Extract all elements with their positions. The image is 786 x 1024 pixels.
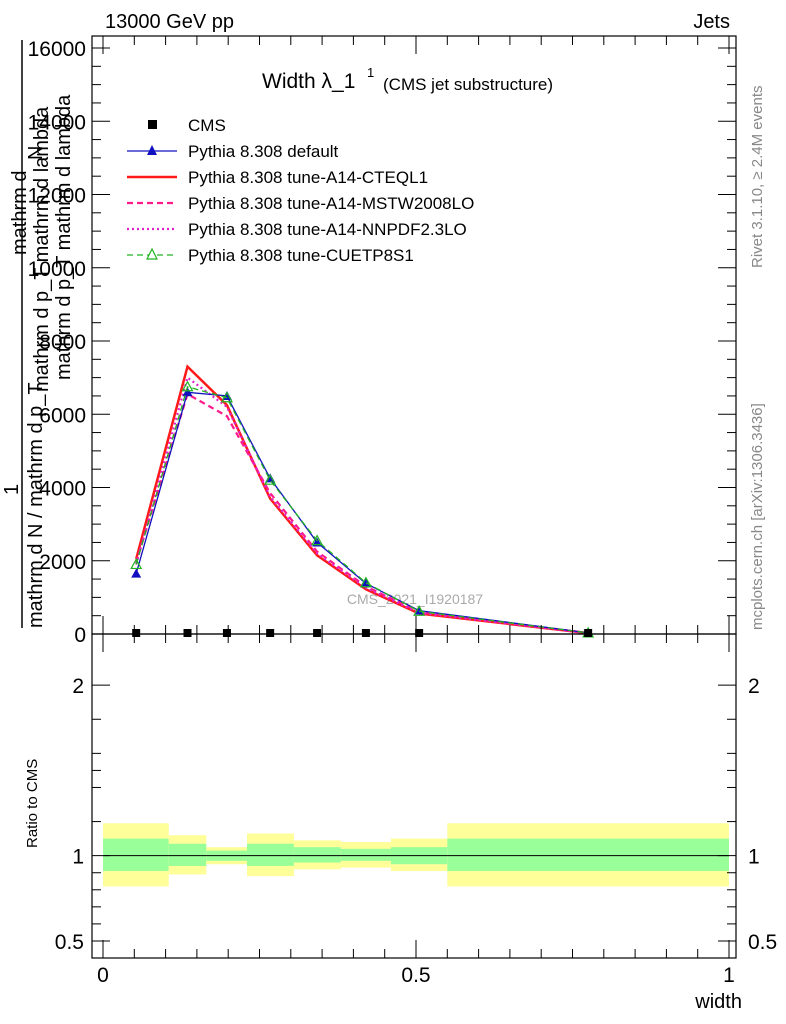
ytick-main-label-5: 10000 [28, 258, 86, 281]
chart-title: Width λ_1 [262, 70, 355, 93]
ratio-band-inner-0 [103, 838, 169, 872]
cms-point-2 [222, 629, 231, 637]
legend-label-3: Pythia 8.308 tune-A14-MSTW2008LO [188, 194, 474, 213]
cms-point-5 [361, 629, 370, 637]
x-axis-title: width [694, 991, 742, 1013]
series-line-5 [135, 386, 589, 634]
ratio-panel-frame [91, 633, 737, 959]
ytick-main-label-3: 6000 [39, 404, 86, 427]
ytick-main-label-6: 12000 [28, 185, 86, 208]
ylabel-numerator-1: mathrm d [9, 171, 31, 255]
ylabel-numerator-4: mathrm d p_T mathrm d lambda [53, 94, 75, 380]
series-5-point-5 [359, 576, 372, 588]
ylabel-fraction-one: 1 [1, 484, 23, 495]
ratio-band-inner-4 [293, 847, 341, 863]
header-collision: 13000 GeV pp [105, 11, 234, 33]
series-1-point-6 [414, 605, 425, 615]
xtick-label-1: 0.5 [401, 964, 430, 987]
series-1-point-0 [131, 568, 142, 578]
y-axis-title-ratio: Ratio to CMS [24, 759, 41, 848]
ytick-main-label-1: 2000 [39, 551, 86, 574]
series-5-point-4 [311, 534, 324, 546]
cms-point-7 [584, 629, 593, 637]
series-1-point-1 [182, 387, 193, 397]
xtick-label-2: 1 [723, 964, 735, 987]
series-line-4 [135, 375, 589, 635]
header-category: Jets [693, 11, 730, 33]
xtick-label-0: 0 [97, 964, 109, 987]
series-5-point-1 [181, 380, 194, 392]
ytick-ratio-label-right-0: 0.5 [748, 931, 777, 954]
ytick-main-label-7: 14000 [28, 111, 86, 134]
series-5-point-6 [413, 605, 426, 616]
series-5-point-3 [264, 473, 277, 485]
ylabel-denominator: mathrm d N / mathrm d p_T [25, 382, 47, 628]
ratio-band-inner-7 [447, 838, 729, 872]
legend-marker-5 [146, 247, 158, 260]
cms-point-4 [313, 629, 322, 637]
legend-marker-0 [148, 120, 157, 129]
series-line-3 [135, 392, 589, 635]
ytick-ratio-label-1: 1 [72, 846, 84, 869]
ytick-main-label-8: 16000 [28, 38, 86, 61]
legend-marker-1 [147, 145, 157, 155]
ylabel-numerator-2: N [25, 146, 47, 160]
ytick-ratio-label-right-1: 1 [748, 846, 760, 869]
ytick-ratio-label-right-2: 2 [748, 675, 760, 698]
legend-label-2: Pythia 8.308 tune-A14-CTEQL1 [188, 168, 428, 187]
series-5-point-2 [220, 391, 233, 403]
legend-label-4: Pythia 8.308 tune-A14-NNPDF2.3LO [188, 220, 467, 239]
series-1-point-5 [360, 578, 371, 588]
ratio-band-inner-1 [168, 843, 207, 866]
cms-point-6 [415, 629, 424, 637]
cms-point-3 [266, 629, 275, 637]
series-5-point-0 [130, 558, 143, 570]
ratio-band-inner-5 [340, 848, 391, 861]
legend-label-1: Pythia 8.308 default [188, 142, 339, 161]
mcplots-label: mcplots.cern.ch [arXiv:1306.3436] [749, 403, 766, 630]
ytick-main-label-0: 0 [74, 624, 86, 647]
chart-title-superscript: 1 [367, 65, 374, 80]
series-line-1 [135, 391, 589, 634]
y-axis-title-main: mathrm d N mathrm d p_T mathrm d lambda … [1, 40, 75, 628]
cms-point-0 [132, 629, 141, 637]
legend-label-5: Pythia 8.308 tune-CUETP8S1 [188, 246, 414, 265]
ytick-ratio-label-0: 0.5 [55, 931, 84, 954]
ratio-band-inner-3 [246, 843, 294, 866]
ytick-ratio-label-2: 2 [72, 675, 84, 698]
rivet-label: Rivet 3.1.10, ≥ 2.4M events [749, 86, 766, 269]
ytick-main-label-4: 8000 [39, 331, 86, 354]
cms-point-1 [183, 629, 192, 637]
chart-subtitle: (CMS jet substructure) [383, 75, 553, 94]
watermark: CMS_2021_I1920187 [347, 591, 483, 607]
ylabel-numerator-3: mathrm d p_T mathrm d lambda [31, 106, 53, 392]
ytick-main-label-2: 4000 [39, 478, 86, 501]
legend-label-0: CMS [188, 116, 226, 135]
